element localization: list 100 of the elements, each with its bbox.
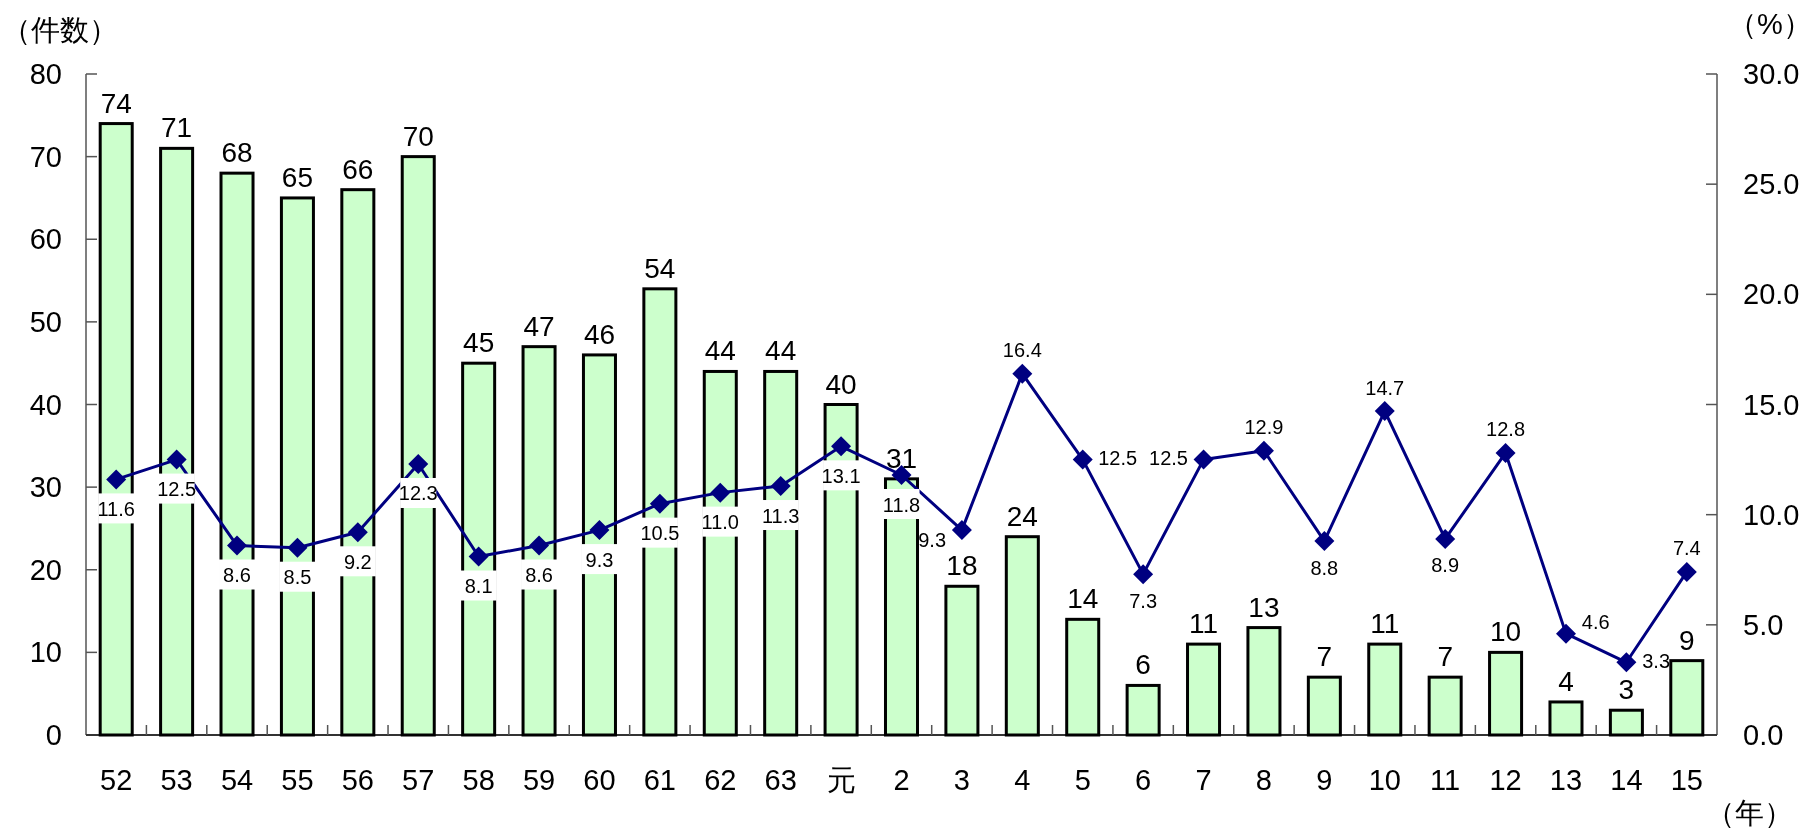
data-label: 12.5 [1098,447,1138,470]
y2-tick-label: 15.0 [1743,388,1800,421]
data-label: 71 [161,112,193,144]
x-tick-label: 57 [402,764,435,796]
point [1133,564,1154,585]
y2-tick-label: 10.0 [1743,498,1800,531]
y2-axis-title: （%） [1728,8,1812,40]
data-label: 66 [342,153,374,185]
data-label: 4.6 [1581,611,1610,634]
data-label: 8.9 [1431,554,1460,577]
data-label: 4 [1558,665,1574,697]
data-label: 12.5 [1149,447,1189,470]
data-label: 3 [1618,674,1635,706]
x-tick-label: 56 [341,764,374,796]
data-label: 7 [1437,641,1453,673]
point [166,449,187,470]
x-tick-label: 14 [1610,764,1643,796]
y2-tick-label: 5.0 [1743,608,1784,641]
x-tick-label: 元 [826,764,856,796]
data-label: 7 [1316,641,1333,673]
y-tick-label: 10 [29,636,62,669]
data-label: 6 [1135,649,1151,681]
point [227,535,248,556]
data-label: 14.7 [1365,376,1405,399]
point [1616,652,1637,673]
data-label: 12.8 [1486,418,1526,441]
y-tick-label: 70 [29,140,62,173]
data-label: 12.9 [1244,416,1284,439]
point [347,522,368,543]
point [951,520,972,541]
point [1435,528,1456,549]
point [106,469,127,490]
y-tick-label: 0 [45,719,62,751]
x-tick-label: 60 [583,764,616,796]
data-label: 74 [100,87,132,119]
x-tick-label: 8 [1255,764,1273,796]
y2-tick-label: 0.0 [1743,719,1784,751]
x-tick-label: 3 [953,764,970,796]
y-tick-label: 50 [29,305,62,338]
point [287,537,308,558]
data-label: 16.4 [1002,339,1042,362]
data-label: 10.5 [640,522,680,545]
x-tick-label: 55 [281,764,314,796]
point [468,546,489,567]
x-tick-label: 4 [1014,764,1031,796]
data-label: 7.3 [1129,589,1158,612]
data-label: 65 [281,161,313,193]
y-tick-label: 30 [29,471,62,504]
data-label: 18 [946,550,978,582]
data-label: 13 [1248,591,1280,623]
data-label: 70 [402,120,434,152]
x-tick-label: 58 [462,764,495,796]
point [770,476,791,497]
point [1072,449,1093,470]
y2-tick-label: 30.0 [1743,58,1800,90]
y-tick-label: 40 [29,388,62,421]
data-label: 31 [885,442,918,474]
x-tick-label: 11 [1430,764,1461,796]
point [1676,561,1697,582]
y-tick-label: 80 [29,58,62,90]
data-label: 7.4 [1672,537,1701,560]
data-label: 8.8 [1310,556,1339,579]
data-label: 47 [523,310,555,342]
data-label: 14 [1067,583,1099,615]
x-tick-label: 10 [1368,764,1401,796]
x-tick-label: 54 [220,764,254,796]
data-label: 3.3 [1642,649,1671,672]
x-tick-label: 62 [704,764,737,796]
x-tick-label: 7 [1195,764,1212,796]
data-label: 44 [704,335,736,367]
x-tick-label: 15 [1670,764,1703,796]
x-tick-label: 12 [1489,764,1522,796]
point [589,520,610,541]
data-label: 24 [1006,500,1038,532]
x-tick-label: 63 [764,764,797,796]
point [649,493,670,514]
data-label: 11 [1189,608,1219,640]
point [1374,401,1395,422]
data-label: 44 [765,335,797,367]
data-label: 10 [1490,616,1522,648]
point [408,453,429,474]
data-label: 46 [583,318,616,350]
point [1555,623,1576,644]
y-tick-label: 20 [29,553,62,586]
x-tick-label: 52 [100,764,133,796]
x-tick-label: 9 [1316,764,1333,796]
x-axis-title: （年） [1706,797,1793,829]
data-label: 54 [644,252,676,284]
point [1495,442,1516,463]
data-label: 9.3 [918,528,947,551]
data-label: 9 [1679,624,1695,656]
y2-tick-label: 25.0 [1743,168,1800,201]
point [710,482,731,503]
x-tick-label: 2 [893,764,910,796]
x-tick-label: 13 [1549,764,1583,796]
x-tick-label: 61 [643,764,676,796]
data-label: 11 [1370,608,1400,640]
y-tick-label: 60 [29,223,62,256]
data-label: 45 [463,327,495,359]
x-tick-label: 5 [1074,764,1091,796]
